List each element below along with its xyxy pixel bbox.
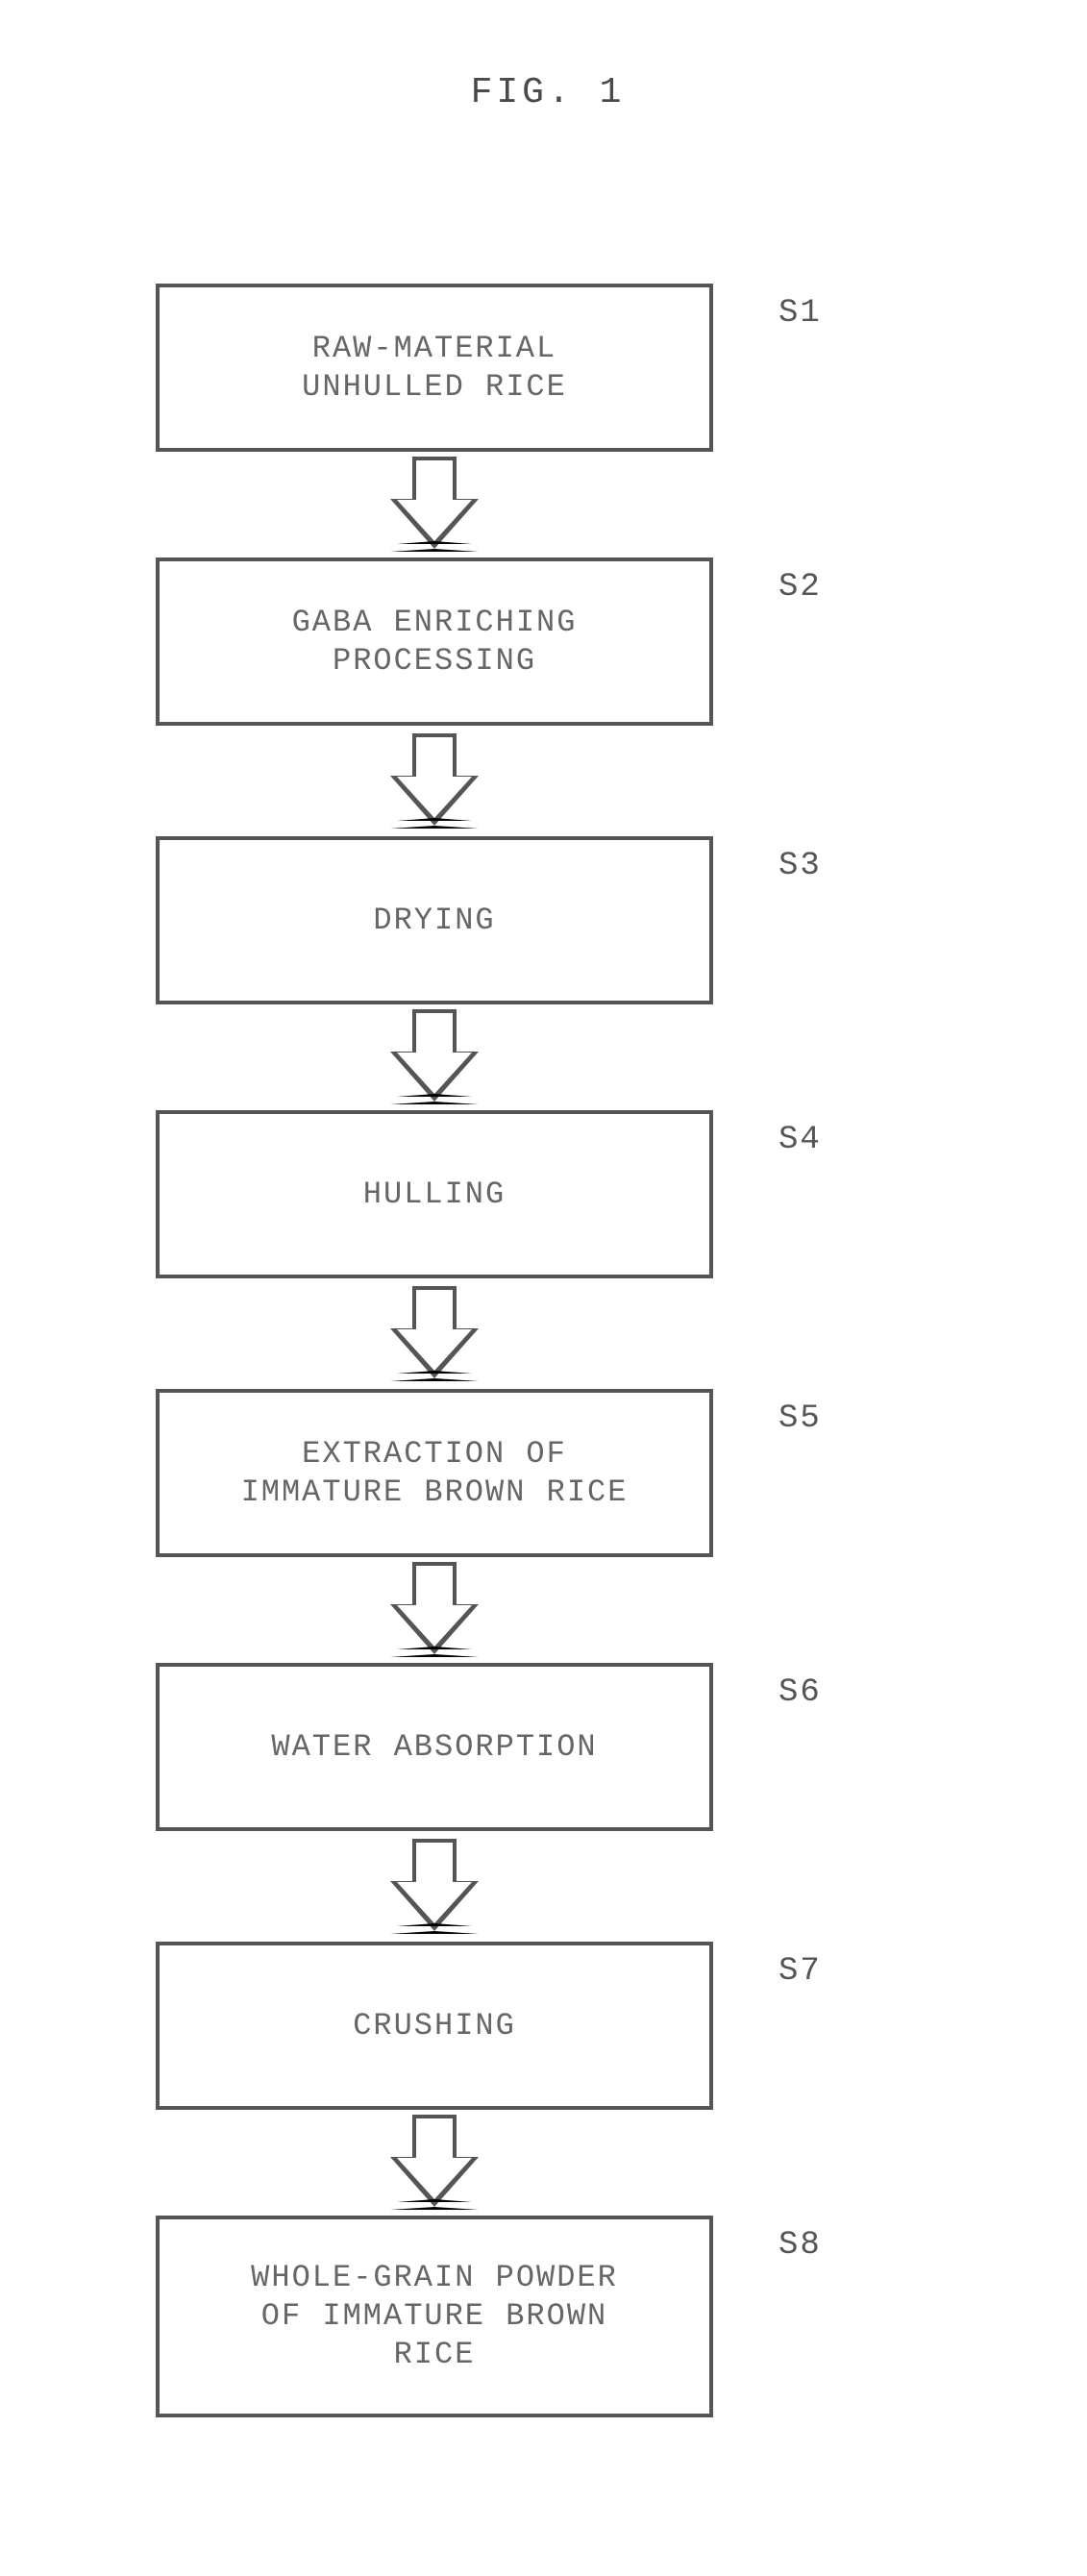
flow-step-s3: DRYING — [156, 836, 713, 1004]
figure-title: FIG. 1 — [356, 72, 740, 113]
flow-step-label-s7: S7 — [778, 1953, 822, 1990]
flow-arrow-s3-to-s4 — [390, 1009, 479, 1105]
flow-step-label-s6: S6 — [778, 1674, 822, 1711]
flow-step-label-s4: S4 — [778, 1122, 822, 1158]
flow-step-label-s1: S1 — [778, 295, 822, 332]
flow-step-label-s8: S8 — [778, 2227, 822, 2264]
flow-arrow-s5-to-s6 — [390, 1562, 479, 1658]
flow-arrow-s4-to-s5 — [390, 1286, 479, 1382]
flow-step-s8: WHOLE-GRAIN POWDEROF IMMATURE BROWNRICE — [156, 2216, 713, 2417]
flow-arrow-s2-to-s3 — [390, 733, 479, 830]
flow-arrow-s7-to-s8 — [390, 2115, 479, 2211]
flow-step-label-s2: S2 — [778, 569, 822, 606]
flow-step-s6: WATER ABSORPTION — [156, 1663, 713, 1831]
flow-step-s2: GABA ENRICHINGPROCESSING — [156, 557, 713, 726]
flow-step-label-s3: S3 — [778, 848, 822, 884]
flow-step-label-s5: S5 — [778, 1400, 822, 1437]
flow-step-s7: CRUSHING — [156, 1942, 713, 2110]
flow-arrow-s6-to-s7 — [390, 1839, 479, 1935]
flow-step-s5: EXTRACTION OFIMMATURE BROWN RICE — [156, 1389, 713, 1557]
flow-step-s4: HULLING — [156, 1110, 713, 1278]
flow-step-s1: RAW-MATERIALUNHULLED RICE — [156, 284, 713, 452]
flow-arrow-s1-to-s2 — [390, 457, 479, 553]
